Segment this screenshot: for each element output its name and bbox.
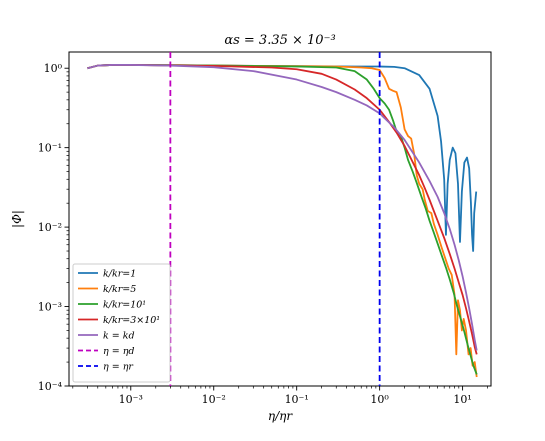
legend: k/kr=1 k/kr=5 k/kr=10¹ k/kr=3×10¹ k = kd η = … — [72, 263, 171, 383]
x-tick-label: 10⁻³ — [119, 393, 143, 406]
legend-label: k = kd — [103, 331, 135, 342]
x-axis: 10⁻³ 10⁻² 10⁻¹ 10⁰ 10¹ — [72, 386, 488, 406]
x-axis-label: η/ηr — [268, 409, 293, 423]
y-axis: 10⁻⁴ 10⁻³ 10⁻² 10⁻¹ 10⁰ — [38, 62, 69, 393]
legend-label: k/kr=10¹ — [103, 300, 146, 311]
legend-label: k/kr=3×10¹ — [103, 315, 160, 326]
series-line-5 — [87, 64, 478, 351]
legend-label: k/kr=5 — [103, 284, 136, 295]
y-tick-label: 10⁻¹ — [38, 142, 62, 155]
chart-title: αs = 3.35 × 10⁻³ — [224, 33, 335, 48]
x-tick-label: 10⁰ — [370, 393, 389, 406]
x-tick-label: 10¹ — [453, 393, 471, 406]
series-layer — [87, 64, 478, 378]
x-tick-label: 10⁻² — [202, 393, 226, 406]
y-tick-label: 10⁻⁴ — [38, 380, 63, 393]
series-line-4 — [87, 64, 478, 355]
x-tick-label: 10⁻¹ — [285, 393, 309, 406]
legend-label: η = ηd — [103, 346, 134, 357]
series-line-2 — [87, 64, 478, 378]
y-tick-label: 10⁻² — [38, 221, 62, 234]
legend-label: η = ηr — [103, 362, 134, 373]
y-tick-label: 10⁻³ — [38, 301, 62, 314]
legend-label: k/kr=1 — [103, 269, 136, 280]
legend-box — [72, 263, 171, 383]
series-line-3 — [87, 64, 478, 375]
y-tick-label: 10⁰ — [44, 62, 63, 75]
y-axis-label: |Φ| — [10, 210, 24, 228]
